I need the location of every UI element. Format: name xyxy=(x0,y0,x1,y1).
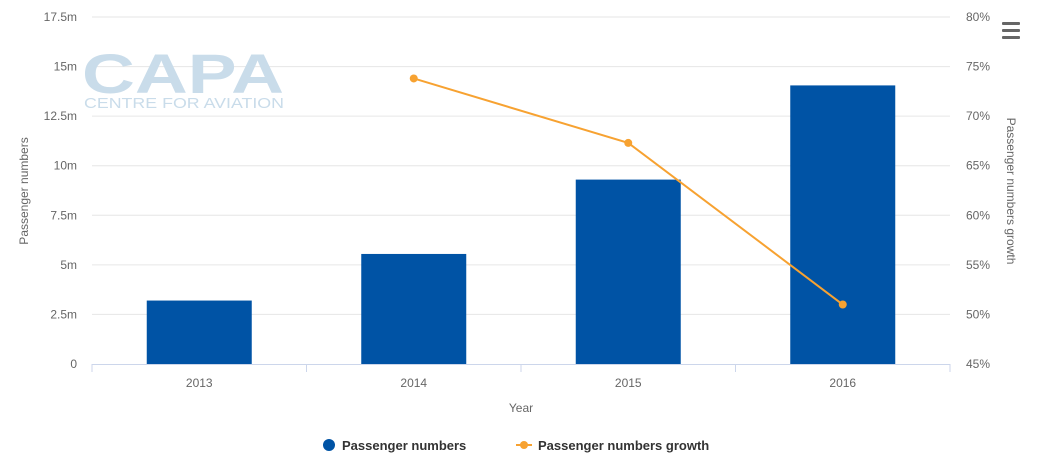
x-axis-title: Year xyxy=(509,401,533,415)
y-tick-label: 12.5m xyxy=(44,109,77,123)
y-tick-label: 2.5m xyxy=(50,307,77,321)
y-tick-label: 0 xyxy=(70,357,77,371)
grid xyxy=(92,16,950,315)
legend-label: Passenger numbers xyxy=(342,438,466,453)
x-tick-label: 2015 xyxy=(615,376,642,390)
watermark: CAPA CENTRE FOR AVIATION xyxy=(82,42,284,112)
legend-item-passenger-numbers[interactable]: Passenger numbers xyxy=(323,438,466,453)
bar xyxy=(146,300,252,364)
legend-label: Passenger numbers growth xyxy=(538,438,709,453)
watermark-logo: CAPA xyxy=(82,42,284,105)
growth-point xyxy=(624,138,633,147)
y2-tick-label: 55% xyxy=(966,258,990,272)
y-tick-label: 10m xyxy=(54,159,77,173)
y2-tick-label: 65% xyxy=(966,159,990,173)
x-tick-label: 2016 xyxy=(829,376,856,390)
y-tick-label: 5m xyxy=(60,258,77,272)
legend: Passenger numbers Passenger numbers grow… xyxy=(323,438,709,453)
bar-series xyxy=(146,85,896,364)
growth-point xyxy=(838,300,847,309)
axes: 0 45% 2.5m 50% 5m 55% 7.5m 60% 10m 65% 12.5m 70% 15m… xyxy=(44,10,991,390)
bar xyxy=(790,85,896,364)
y2-tick-label: 75% xyxy=(966,60,990,74)
bar xyxy=(361,253,467,364)
y-tick-label: 15m xyxy=(54,60,77,74)
y-tick-label: 17.5m xyxy=(44,10,77,24)
hamburger-menu-icon[interactable] xyxy=(998,18,1024,42)
y2-tick-label: 45% xyxy=(966,357,990,371)
y2-tick-label: 60% xyxy=(966,208,990,222)
x-tick-label: 2013 xyxy=(186,376,213,390)
y2-tick-label: 70% xyxy=(966,109,990,123)
x-tick-label: 2014 xyxy=(400,376,427,390)
growth-point xyxy=(409,74,418,83)
line-series xyxy=(409,74,847,309)
y-axis-title: Passenger numbers xyxy=(17,137,31,244)
bar xyxy=(575,179,681,364)
legend-item-passenger-numbers-growth[interactable]: Passenger numbers growth xyxy=(516,438,709,453)
y2-axis-title: Passenger numbers growth xyxy=(1004,118,1018,265)
y2-tick-label: 50% xyxy=(966,307,990,321)
legend-swatch-marker xyxy=(520,441,528,449)
y-tick-label: 7.5m xyxy=(50,208,77,222)
y2-tick-label: 80% xyxy=(966,10,990,24)
watermark-tagline: CENTRE FOR AVIATION xyxy=(84,95,284,112)
legend-swatch-bar xyxy=(323,439,335,451)
